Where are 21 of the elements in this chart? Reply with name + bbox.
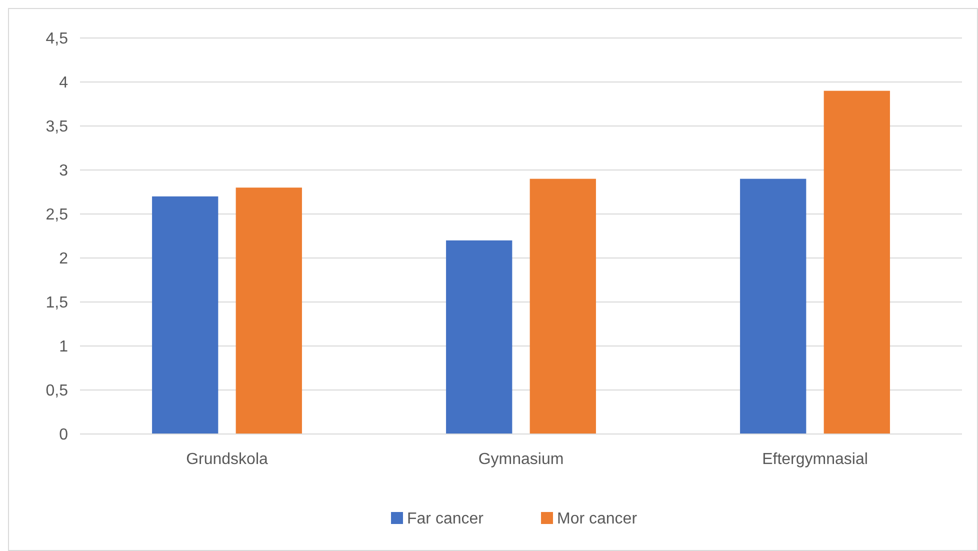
bar (446, 240, 512, 434)
x-tick-label: Gymnasium (478, 451, 564, 468)
legend-label: Mor cancer (557, 510, 638, 528)
y-tick-label: 0,5 (46, 382, 68, 400)
x-tick-label: Grundskola (186, 451, 268, 468)
y-tick-label: 4 (59, 74, 68, 92)
y-tick-label: 3,5 (46, 118, 68, 136)
x-tick-label: Eftergymnasial (762, 451, 868, 468)
bar (740, 178, 806, 434)
y-tick-label: 0 (59, 426, 68, 444)
bar (152, 196, 218, 434)
bar (824, 90, 890, 434)
y-tick-label: 3 (59, 162, 68, 180)
bar (236, 188, 302, 434)
y-tick-label: 1,5 (46, 294, 68, 312)
y-tick-label: 1 (59, 338, 68, 356)
bar (530, 178, 596, 434)
y-tick-label: 2,5 (46, 206, 68, 224)
y-tick-label: 4,5 (46, 30, 68, 48)
legend-label: Far cancer (407, 510, 484, 528)
y-tick-label: 2 (59, 250, 68, 268)
